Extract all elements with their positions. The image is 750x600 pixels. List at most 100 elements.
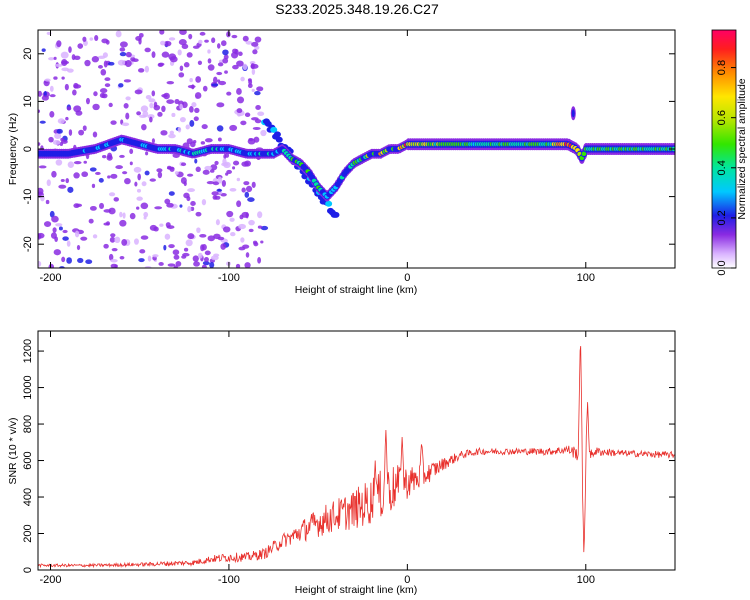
noise-blob: [226, 210, 234, 218]
noise-blob: [104, 83, 111, 88]
noise-blob: [136, 196, 143, 201]
noise-blob: [51, 170, 57, 178]
noise-blob: [194, 92, 202, 99]
noise-blob: [38, 260, 42, 267]
noise-blob: [201, 264, 207, 268]
noise-blob: [201, 198, 207, 206]
noise-blob: [125, 51, 132, 58]
noise-blob: [217, 43, 221, 49]
noise-blob: [212, 181, 220, 186]
snr-y-label: SNR (10 * v/v): [7, 417, 19, 484]
noise-blob: [152, 254, 159, 258]
noise-blob: [60, 178, 65, 182]
noise-blob: [225, 172, 229, 176]
noise-blob: [100, 69, 107, 76]
noise-blob: [49, 85, 54, 92]
noise-blob: [171, 112, 176, 118]
noise-blob: [252, 126, 261, 130]
noise-blob: [51, 215, 59, 223]
noise-blob: [187, 84, 196, 89]
noise-blob: [58, 184, 67, 189]
noise-blob: [110, 259, 118, 263]
noise-blob: [41, 48, 46, 52]
noise-blob: [260, 240, 264, 244]
noise-blob: [226, 31, 231, 38]
noise-blob: [183, 247, 189, 252]
noise-blob: [60, 51, 69, 59]
noise-blob: [178, 39, 187, 46]
noise-blob: [159, 30, 165, 35]
noise-blob: [190, 200, 196, 207]
noise-blob: [103, 243, 109, 249]
noise-blob: [250, 63, 255, 70]
noise-blob: [157, 111, 163, 117]
noise-blob: [136, 111, 142, 116]
noise-blob: [224, 70, 228, 74]
noise-blob: [157, 62, 164, 68]
noise-blob: [187, 233, 195, 240]
y-tick-label: 600: [22, 451, 34, 469]
noise-blob: [80, 236, 88, 241]
noise-blob: [119, 256, 125, 260]
noise-blob: [241, 211, 249, 218]
noise-blob: [215, 219, 220, 226]
noise-blob: [211, 37, 216, 44]
noise-blob: [108, 207, 116, 215]
noise-blob: [94, 35, 99, 42]
noise-blob: [93, 91, 98, 97]
noise-blob: [55, 223, 63, 227]
noise-blob: [257, 111, 265, 116]
noise-blob: [73, 82, 79, 89]
noise-blob: [179, 65, 184, 72]
noise-blob: [138, 37, 142, 45]
noise-blob: [236, 108, 243, 114]
noise-blob: [45, 199, 50, 205]
noise-blob: [236, 112, 242, 117]
noise-blob: [204, 39, 209, 43]
noise-blob: [247, 197, 255, 202]
noise-blob: [108, 192, 116, 197]
noise-blob: [66, 240, 71, 247]
noise-blob: [216, 188, 223, 192]
noise-blob: [169, 56, 178, 63]
noise-blob: [117, 59, 126, 66]
noise-blob: [115, 165, 123, 170]
noise-blob: [163, 40, 172, 47]
noise-blob: [164, 233, 171, 240]
noise-blob: [175, 261, 182, 267]
branch-blob: [273, 131, 281, 138]
noise-blob: [92, 103, 100, 111]
noise-blob: [187, 188, 196, 193]
y-tick-label: -10: [22, 189, 34, 205]
noise-blob: [195, 211, 202, 217]
noise-blob: [192, 255, 199, 262]
noise-blob: [169, 130, 175, 135]
noise-blob: [110, 233, 116, 238]
noise-blob: [202, 85, 208, 92]
noise-blob: [64, 83, 69, 91]
noise-blob: [168, 244, 175, 249]
noise-blob: [252, 240, 258, 245]
noise-blob: [88, 218, 94, 224]
noise-blob: [221, 40, 227, 47]
noise-blob: [77, 257, 84, 263]
noise-blob: [54, 132, 62, 140]
noise-blob: [74, 230, 80, 238]
noise-blob: [124, 60, 132, 68]
noise-blob: [48, 57, 55, 61]
colorbar: 0.0 0.2 0.4 0.6 0.8 Normalized spectral ampl…: [711, 29, 748, 276]
noise-blob: [149, 102, 154, 109]
x-tick-label: 100: [577, 574, 595, 586]
spectrogram-x-ticks: -200 -100 0 100: [39, 30, 595, 284]
noise-blob: [140, 105, 149, 113]
noise-blob: [180, 177, 187, 184]
noise-blob: [134, 181, 138, 187]
noise-blob: [160, 40, 166, 46]
noise-blob: [189, 120, 195, 127]
x-tick-label: 0: [404, 272, 410, 284]
colorbar-tick-label: 0.4: [716, 160, 728, 175]
noise-blob: [103, 209, 112, 213]
noise-blob: [245, 252, 250, 258]
noise-blob: [166, 99, 175, 104]
